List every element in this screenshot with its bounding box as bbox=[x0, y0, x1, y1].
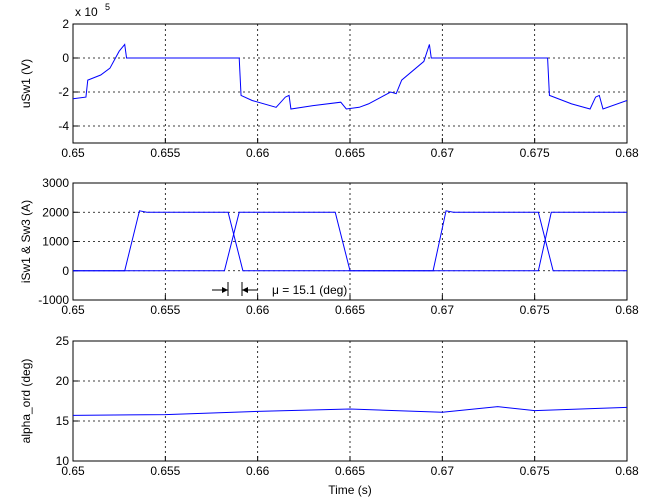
data-line bbox=[73, 211, 627, 272]
y-tick-label: 0 bbox=[62, 51, 69, 65]
y-tick-label: 0 bbox=[62, 264, 69, 278]
y-tick-label: 1000 bbox=[42, 235, 69, 249]
x-tick-label: 0.675 bbox=[520, 464, 550, 478]
annotation: μ = 15.1 (deg) bbox=[272, 283, 347, 297]
y-axis-label: iSw1 & Sw3 (A) bbox=[19, 200, 33, 283]
x-tick-label: 0.68 bbox=[615, 146, 639, 160]
y-tick-label: -4 bbox=[58, 119, 69, 133]
y-axis-label: uSw1 (V) bbox=[19, 59, 33, 108]
y-tick-label: -2 bbox=[58, 85, 69, 99]
y-exponent: 5 bbox=[105, 2, 110, 12]
x-tick-label: 0.665 bbox=[335, 464, 365, 478]
x-tick-label: 0.675 bbox=[520, 146, 550, 160]
x-tick-label: 0.665 bbox=[335, 146, 365, 160]
y-tick-label: 25 bbox=[56, 334, 70, 348]
data-line bbox=[73, 210, 627, 272]
axes-frame bbox=[72, 182, 628, 301]
x-tick-label: 0.65 bbox=[61, 146, 85, 160]
x-tick-label: 0.67 bbox=[431, 303, 455, 317]
x-tick-label: 0.68 bbox=[615, 303, 639, 317]
data-line bbox=[73, 406, 627, 416]
y-axis-label: alpha_ord (deg) bbox=[19, 359, 33, 444]
x-axis-label: Time (s) bbox=[328, 483, 372, 497]
axes-box bbox=[72, 23, 628, 144]
x-tick-label: 0.67 bbox=[431, 146, 455, 160]
y-tick-label: -1000 bbox=[38, 293, 69, 307]
x-tick-label: 0.655 bbox=[150, 146, 180, 160]
x-tick-label: 0.655 bbox=[150, 303, 180, 317]
arrow-head bbox=[242, 287, 248, 293]
x-tick-label: 0.675 bbox=[520, 303, 550, 317]
x-tick-label: 0.65 bbox=[61, 303, 85, 317]
x-tick-label: 0.665 bbox=[335, 303, 365, 317]
y-tick-label: 2000 bbox=[42, 205, 69, 219]
axes-frame bbox=[72, 340, 628, 462]
x-tick-label: 0.67 bbox=[431, 464, 455, 478]
x-tick-label: 0.655 bbox=[150, 464, 180, 478]
data-line bbox=[73, 43, 627, 110]
y-tick-label: 3000 bbox=[42, 176, 69, 190]
x-tick-label: 0.66 bbox=[246, 146, 270, 160]
x-tick-label: 0.66 bbox=[246, 303, 270, 317]
y-tick-label: 20 bbox=[56, 374, 70, 388]
arrow-head bbox=[222, 287, 228, 293]
y-tick-label: 2 bbox=[62, 17, 69, 31]
axes-frame bbox=[72, 23, 628, 144]
x-tick-label: 0.68 bbox=[615, 464, 639, 478]
y-tick-label: 15 bbox=[56, 414, 70, 428]
y-tick-label: 10 bbox=[56, 454, 70, 468]
y-multiplier: x 10 bbox=[75, 5, 98, 19]
x-tick-label: 0.66 bbox=[246, 464, 270, 478]
x-tick-label: 0.65 bbox=[61, 464, 85, 478]
